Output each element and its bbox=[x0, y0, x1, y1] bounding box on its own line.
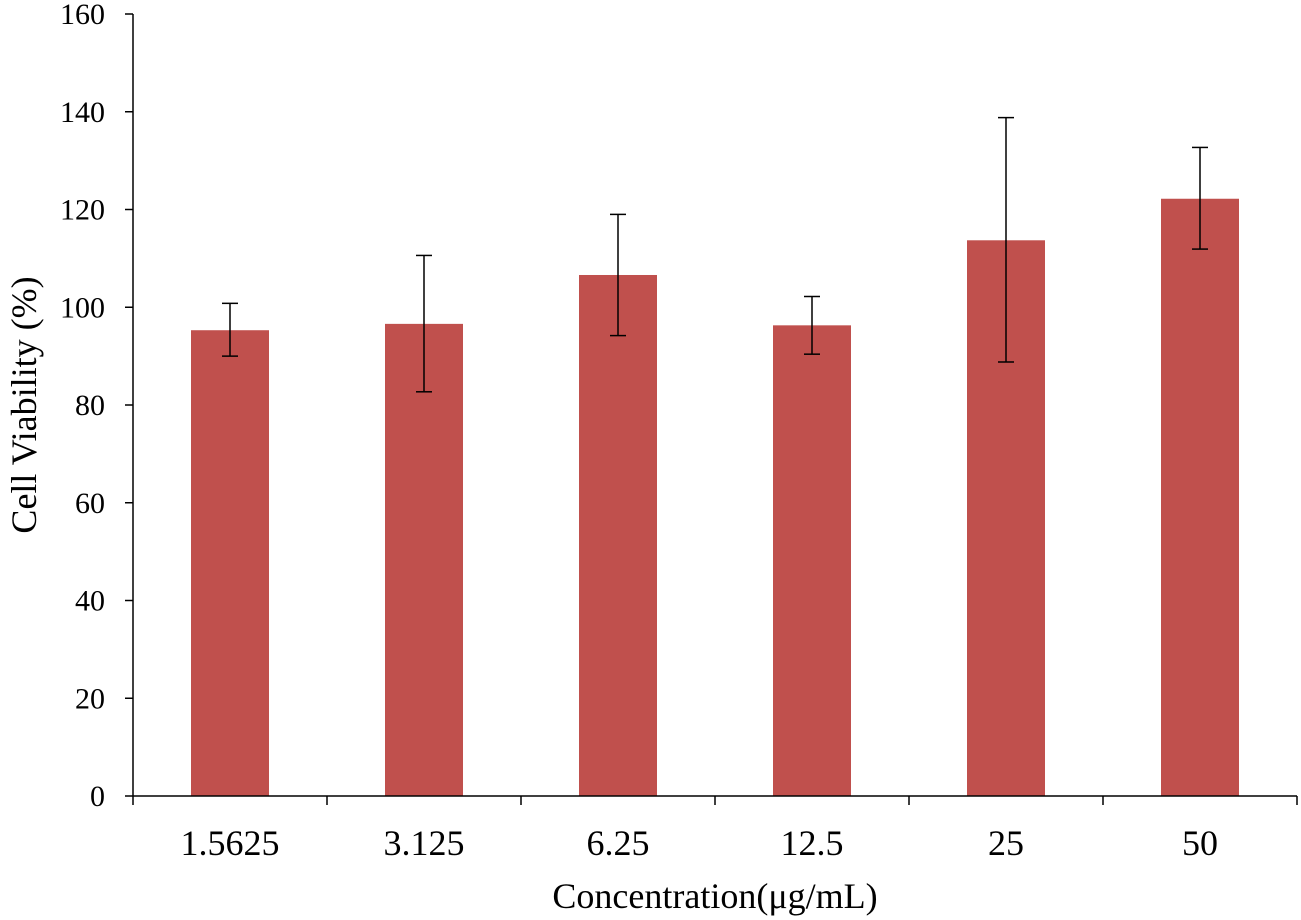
y-tick-label: 60 bbox=[75, 487, 105, 520]
error-bar bbox=[416, 254, 432, 393]
error-bar bbox=[610, 213, 626, 337]
x-tick-label: 25 bbox=[988, 823, 1024, 863]
y-tick-label: 40 bbox=[75, 585, 105, 618]
y-tick-label: 140 bbox=[60, 96, 105, 129]
bar bbox=[385, 323, 463, 796]
error-bar bbox=[222, 302, 238, 357]
bar bbox=[579, 274, 657, 796]
x-axis-ticks: 1.5625 3.125 6.25 12.5 25 50 bbox=[132, 796, 1298, 863]
x-tick-label: 12.5 bbox=[781, 823, 844, 863]
error-bar bbox=[998, 116, 1014, 363]
y-tick-label: 100 bbox=[60, 291, 105, 324]
x-tick-label: 50 bbox=[1182, 823, 1218, 863]
bars bbox=[191, 198, 1239, 796]
x-axis-title: Concentration(μg/mL) bbox=[552, 876, 877, 916]
y-axis-title: Cell Viability (%) bbox=[4, 276, 44, 533]
bar bbox=[191, 330, 269, 796]
x-tick-label: 6.25 bbox=[587, 823, 650, 863]
y-tick-label: 120 bbox=[60, 194, 105, 227]
y-tick-label: 20 bbox=[75, 682, 105, 715]
x-tick-label: 1.5625 bbox=[181, 823, 280, 863]
y-tick-label: 0 bbox=[90, 780, 105, 813]
y-tick-label: 160 bbox=[60, 0, 105, 31]
y-tick-label: 80 bbox=[75, 389, 105, 422]
bar bbox=[773, 325, 851, 796]
y-axis-ticks: 0 20 40 60 80 100 120 140 160 bbox=[60, 0, 133, 813]
error-bars bbox=[222, 116, 1208, 393]
bar bbox=[1161, 198, 1239, 796]
x-tick-label: 3.125 bbox=[384, 823, 465, 863]
error-bar bbox=[1192, 146, 1208, 250]
error-bar bbox=[804, 295, 820, 355]
